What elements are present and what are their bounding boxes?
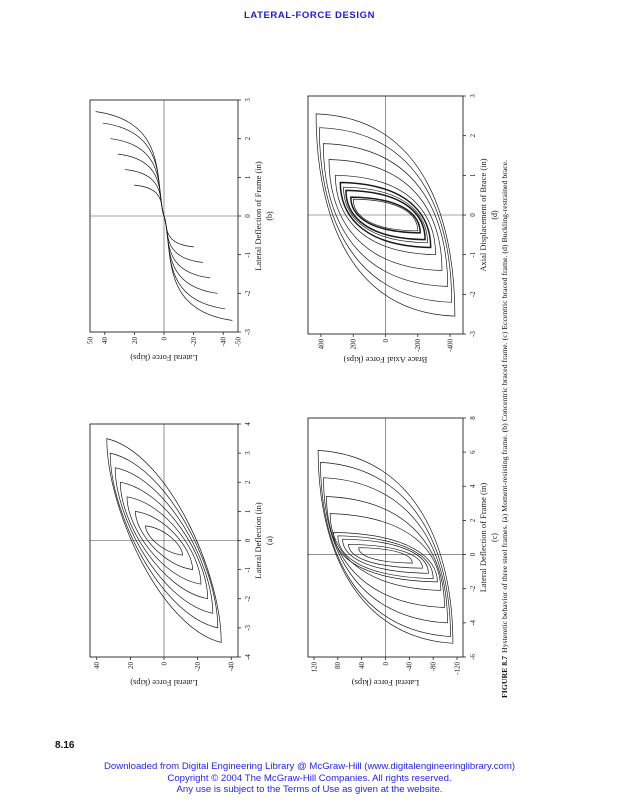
x-tick-label: 2 [469,518,477,522]
copyright-footer: Downloaded from Digital Engineering Libr… [0,761,619,796]
x-tick-label: 2 [469,133,477,137]
x-tick-label: -4 [244,654,252,660]
x-tick-label: 8 [469,416,477,420]
x-tick-label: 3 [244,451,252,455]
y-tick-label: 0 [160,337,168,341]
y-tick-label: -400 [446,339,454,352]
panel-letter: (b) [265,211,274,221]
x-tick-label: -6 [469,654,477,660]
x-axis-title: Axial Displacement of Brace (in) [478,158,488,271]
y-tick-label: 80 [334,662,342,670]
page-number: 8.16 [55,740,75,751]
x-tick-label: 0 [244,214,252,218]
x-tick-label: -1 [469,251,477,257]
x-axis-title: Lateral Deflection (in) [253,502,263,579]
footer-line-downloaded: Downloaded from Digital Engineering Libr… [103,761,516,772]
x-tick-label: -1 [244,251,252,257]
y-tick-label: 120 [310,662,318,673]
y-axis-end-label: -50 [234,337,242,347]
y-axis-title: Lateral Force (kips) [130,678,198,688]
y-tick-label: 400 [317,339,325,350]
hysteresis-charts: -4 -3 -2 -1 0 1 2 3 4 40 20 0 -20 -40 Lateral Deflecti… [50,82,520,702]
x-tick-label: 2 [244,480,252,484]
y-axis-end-label: 50 [86,337,94,345]
y-tick-label: 20 [131,337,139,345]
y-tick-label: -80 [430,662,438,672]
y-tick-label: -200 [414,339,422,352]
x-tick-label: 6 [469,450,477,454]
y-tick-label: -20 [190,337,198,347]
y-tick-label: 0 [382,662,390,666]
x-tick-label: 3 [469,94,477,98]
y-tick-label: 200 [350,339,358,350]
y-tick-label: 0 [160,662,168,666]
hysteresis-chart-a: -4 -3 -2 -1 0 1 2 3 4 40 20 0 -20 -40 Lateral Deflecti… [89,422,274,688]
x-tick-label: 3 [244,98,252,102]
figure-caption-label: FIGURE 8.7 [500,655,509,698]
y-tick-label: 0 [382,339,390,343]
x-tick-label: 4 [469,484,477,488]
y-tick-label: 40 [358,662,366,670]
x-tick-label: -3 [469,331,477,337]
footer-line-copyright: Copyright © 2004 The McGraw-Hill Compani… [167,772,452,784]
x-tick-label: -3 [244,329,252,335]
y-tick-label: -40 [228,662,236,672]
y-axis-title: Brace Axial Force (kips) [343,355,427,365]
y-tick-label: 40 [101,337,109,345]
x-axis-title: Lateral Deflection of Frame (in) [478,483,488,593]
x-tick-label: 4 [244,422,252,426]
y-tick-label: -120 [453,662,461,675]
x-tick-label: 1 [244,175,252,179]
x-axis-title: Lateral Deflection of Frame (in) [253,161,263,271]
y-tick-label: -20 [194,662,202,672]
x-tick-label: -3 [244,624,252,630]
x-tick-label: -1 [244,566,252,572]
panel-letter: (c) [490,533,499,542]
x-tick-label: -2 [244,290,252,296]
y-axis-title: Lateral Force (kips) [352,678,420,688]
x-tick-label: 0 [244,538,252,542]
x-tick-label: -2 [469,585,477,591]
figure-caption-text: Hysteretic behavior of three steel frame… [500,159,509,653]
x-tick-label: -2 [469,291,477,297]
x-tick-label: 0 [469,552,477,556]
x-tick-label: -2 [244,595,252,601]
x-tick-label: 1 [469,173,477,177]
x-tick-label: -4 [469,619,477,625]
y-axis-title: Lateral Force (kips) [130,353,198,363]
y-tick-label: 20 [127,662,135,670]
footer-line-terms: Any use is subject to the Terms of Use a… [176,784,443,795]
x-tick-label: 0 [469,213,477,217]
x-tick-label: 1 [244,509,252,513]
y-tick-label: 40 [93,662,101,670]
y-tick-label: -40 [406,662,414,672]
x-tick-label: 2 [244,136,252,140]
panel-letter: (a) [265,536,274,545]
hysteresis-chart-c: -6 -4 -2 0 2 4 6 8 120 80 40 0 -40 -80 -120 Lateral Def… [307,416,499,688]
figure-caption: FIGURE 8.7 Hysteretic behavior of three s… [500,82,509,698]
figure-8-7: -4 -3 -2 -1 0 1 2 3 4 40 20 0 -20 -40 Lateral Deflecti… [50,82,520,702]
panel-letter: (d) [490,210,499,220]
hysteresis-chart-b: -3 -2 -1 0 1 2 3 40 20 0 -20 -40 50 -50 Lateral Deflec… [86,98,274,363]
running-head: LATERAL-FORCE DESIGN [243,10,376,21]
hysteresis-chart-d: -3 -2 -1 0 1 2 3 400 200 0 -200 -400 Axial Displacem… [307,94,499,365]
y-tick-label: -40 [220,337,228,347]
